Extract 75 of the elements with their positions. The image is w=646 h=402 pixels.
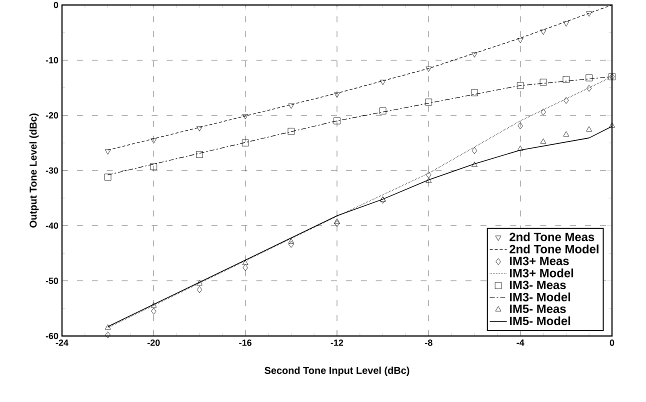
x-tick-label: 0 (610, 340, 614, 346)
point (104, 149, 111, 155)
point (380, 196, 386, 202)
point (196, 151, 203, 158)
point (334, 218, 340, 224)
x-tick-label: -20 (148, 340, 160, 346)
point (516, 82, 524, 89)
point (242, 264, 248, 271)
point (242, 114, 248, 120)
legend-label: IM3- Model (510, 292, 570, 302)
point (517, 38, 524, 44)
y-tick-label: -50 (46, 278, 58, 284)
point (426, 172, 432, 178)
point (151, 308, 156, 315)
point (472, 52, 478, 58)
point (426, 178, 432, 183)
point (288, 241, 294, 248)
point (540, 78, 547, 86)
x-tick-label: -8 (425, 340, 432, 346)
point (563, 21, 570, 27)
point (564, 97, 569, 104)
point (517, 146, 524, 151)
y-tick-label: -20 (46, 112, 58, 119)
x-tick-label: -24 (56, 340, 68, 346)
point (288, 238, 294, 244)
point (196, 280, 202, 286)
point (471, 89, 478, 96)
point (563, 131, 570, 136)
x-tick-label: -4 (516, 340, 524, 346)
point (334, 220, 340, 227)
point (196, 286, 202, 294)
point (540, 30, 546, 35)
point (288, 128, 295, 135)
point (150, 138, 157, 144)
point (104, 174, 112, 181)
legend-label: IM3+ Meas (510, 256, 569, 266)
point (379, 108, 386, 114)
y-tick-label: -30 (46, 167, 58, 174)
point (518, 122, 523, 130)
legend-label: IM3- Meas (510, 280, 566, 290)
point (380, 196, 386, 204)
point (380, 80, 386, 86)
point (586, 11, 592, 17)
point (425, 98, 432, 106)
point (150, 163, 158, 170)
y-tick-label: -60 (46, 332, 58, 340)
x-axis-title: Second Tone Input Level (dBc) (264, 366, 410, 376)
legend-label: IM5- Model (510, 316, 570, 326)
legend-label: 2nd Tone Model (510, 244, 598, 254)
point (105, 332, 110, 338)
point (472, 147, 478, 154)
point (586, 74, 592, 82)
legend-label: IM5- Meas (510, 304, 566, 314)
point (540, 108, 546, 116)
y-tick-label: -40 (46, 222, 58, 229)
point (426, 66, 432, 72)
point (334, 92, 340, 98)
point (586, 84, 592, 92)
y-axis-title: Output Tone Level (dBc) (29, 114, 39, 228)
x-tick-label: -12 (330, 340, 344, 346)
y-tick-label: -10 (46, 56, 58, 64)
point (242, 140, 249, 146)
legend-label: 2nd Tone Meas (510, 232, 594, 242)
point (540, 138, 546, 144)
point (334, 117, 340, 124)
point (562, 76, 570, 83)
point (586, 126, 592, 132)
y-tick-label: 0 (54, 2, 58, 8)
point (242, 260, 248, 265)
legend-label: IM3+ Model (510, 268, 574, 278)
x-tick-label: -16 (239, 340, 252, 346)
point (196, 126, 202, 132)
point (288, 104, 294, 109)
point (150, 302, 157, 308)
point (472, 162, 478, 167)
